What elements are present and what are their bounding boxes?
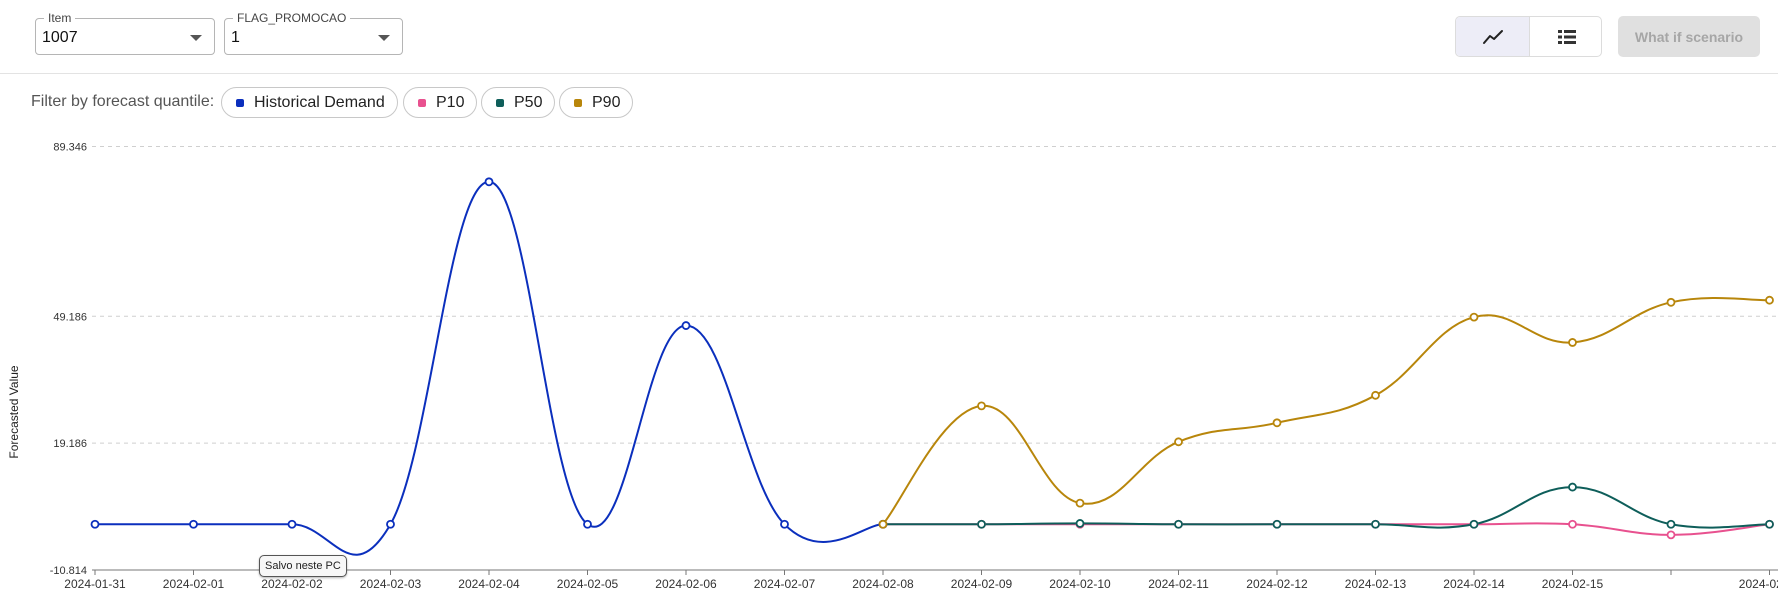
item-select[interactable]: Item 1007 (35, 11, 215, 55)
data-point-historical-demand[interactable] (780, 519, 789, 529)
chip-label: P90 (592, 93, 621, 111)
legend-swatch (574, 98, 582, 107)
data-point-p90[interactable] (1765, 295, 1774, 305)
legend-swatch (418, 98, 426, 107)
item-select-value: 1007 (42, 29, 78, 46)
data-point-p50[interactable] (1765, 519, 1774, 529)
chip-p10[interactable]: P10 (403, 87, 478, 118)
flag-promocao-label: FLAG_PROMOCAO (233, 11, 351, 25)
x-tick-label: 2024-02-05 (557, 577, 619, 591)
data-point-p50[interactable] (1174, 519, 1183, 529)
chip-p90[interactable]: P90 (559, 87, 634, 118)
x-tick-label: 2024-01-31 (64, 577, 126, 591)
series-line-p50 (882, 486, 1770, 529)
data-point-p90[interactable] (1272, 418, 1282, 428)
x-tick-label: 2024-02-11 (1148, 577, 1209, 591)
data-point-p90[interactable] (1568, 338, 1577, 347)
x-tick-label: 2024-02-08 (852, 577, 914, 591)
what-if-scenario-button[interactable]: What if scenario (1618, 16, 1760, 57)
series-line-historical-demand (95, 180, 884, 556)
data-point-p50[interactable] (1666, 519, 1676, 529)
data-point-p50[interactable] (1568, 482, 1577, 492)
filter-label: Filter by forecast quantile: (31, 93, 215, 110)
data-point-p90[interactable] (977, 401, 986, 411)
chip-p50[interactable]: P50 (481, 87, 556, 118)
table-view-button[interactable] (1530, 17, 1601, 56)
series-line-p90 (882, 297, 1770, 525)
data-point-p50[interactable] (1469, 519, 1479, 529)
x-tick-label: 2024-02-06 (655, 577, 717, 591)
y-tick-label: -10.814 (50, 565, 87, 577)
data-point-historical-demand[interactable] (90, 519, 100, 529)
x-tick-label: 2024-02-04 (458, 577, 520, 591)
x-tick-label: 2024-02-01 (163, 577, 225, 591)
line-chart-view-button[interactable] (1456, 17, 1529, 56)
x-tick-label: 2024-02-10 (1049, 577, 1111, 591)
x-tick-label: 2024-02-03 (360, 577, 422, 591)
item-select-label: Item (44, 11, 76, 25)
y-axis-label: Forecasted Value (7, 365, 21, 458)
data-point-p10[interactable] (1568, 519, 1577, 529)
x-tick-label: 2024-02-02 (261, 577, 323, 591)
data-point-historical-demand[interactable] (583, 519, 592, 529)
y-tick-label: 89.346 (53, 142, 87, 154)
x-tick-label: 2024-02-17 (1739, 577, 1778, 591)
data-point-historical-demand[interactable] (386, 519, 395, 529)
y-tick-label: 19.186 (53, 438, 87, 450)
x-tick-label: 2024-02-12 (1246, 577, 1308, 591)
x-tick-label: 2024-02-15 (1542, 577, 1604, 591)
data-point-p10[interactable] (1666, 530, 1676, 540)
x-tick-label: 2024-02-07 (754, 577, 816, 591)
view-toggle (1455, 16, 1602, 57)
data-point-historical-demand[interactable] (287, 519, 297, 529)
data-point-p90[interactable] (1075, 498, 1085, 508)
data-point-p50[interactable] (1075, 519, 1085, 528)
data-point-historical-demand[interactable] (189, 519, 198, 529)
chip-label: Historical Demand (254, 93, 385, 111)
data-point-historical-demand[interactable] (681, 321, 691, 330)
legend-swatch (496, 98, 504, 107)
data-point-historical-demand[interactable] (484, 177, 494, 187)
table-list-icon (1557, 29, 1576, 44)
data-point-p50[interactable] (1272, 519, 1282, 529)
data-point-p50[interactable] (977, 519, 986, 529)
flag-promocao-value: 1 (231, 29, 240, 46)
data-point-p90[interactable] (1174, 437, 1183, 447)
chip-label: P50 (514, 93, 543, 111)
flag-promocao-select[interactable]: FLAG_PROMOCAO 1 (224, 11, 403, 55)
x-tick-label: 2024-02-14 (1443, 577, 1505, 591)
top-toolbar: Item 1007 FLAG_PROMOCAO 1 What if scenar… (0, 0, 1778, 74)
data-point-p90[interactable] (1371, 390, 1380, 400)
data-point-p90[interactable] (1469, 312, 1479, 322)
x-tick-label: 2024-02-09 (951, 577, 1013, 591)
save-tooltip: Salvo neste PC (259, 555, 347, 577)
line-chart-icon (1482, 29, 1503, 44)
legend-swatch (236, 98, 244, 107)
data-point-p90[interactable] (1666, 297, 1676, 307)
chevron-down-icon (378, 35, 390, 41)
chevron-down-icon (190, 35, 202, 41)
x-tick-label: 2024-02-13 (1345, 577, 1407, 591)
chip-historical-demand[interactable]: Historical Demand (221, 87, 398, 118)
chip-label: P10 (436, 93, 465, 111)
data-point-p50[interactable] (1371, 519, 1380, 529)
data-point-p90[interactable] (878, 519, 888, 529)
y-tick-label: 49.186 (53, 311, 87, 323)
